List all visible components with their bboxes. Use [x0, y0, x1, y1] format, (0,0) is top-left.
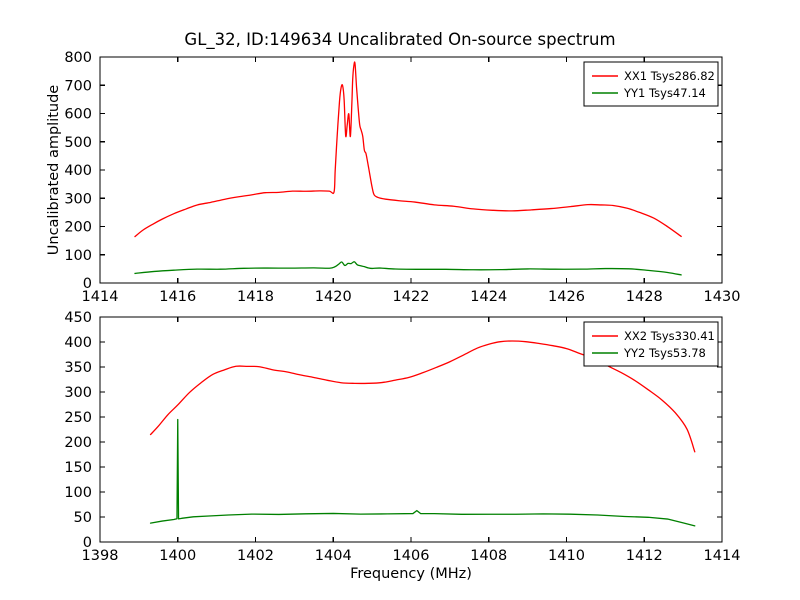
bottom-xtick-1404: 1404: [315, 548, 352, 564]
bottom-ytick-200: 200: [64, 435, 92, 451]
top-legend-label-0: XX1 Tsys286.82: [624, 69, 715, 83]
top-trace-xx: [134, 61, 682, 238]
bottom-ytick-250: 250: [64, 410, 92, 426]
bottom-xtick-1400: 1400: [159, 548, 196, 564]
top-y-axis-label: Uncalibrated amplitude: [46, 85, 62, 256]
top-xtick-1424: 1424: [470, 289, 507, 305]
top-ytick-800: 800: [64, 50, 92, 66]
top-legend[interactable]: XX1 Tsys286.82 YY1 Tsys47.14: [583, 61, 719, 107]
top-panel: 1414 1416 1418 1420 1422 1424 1426 1428 1430 0 100…: [46, 50, 740, 305]
bottom-xtick-1408: 1408: [470, 548, 507, 564]
top-ytick-700: 700: [64, 78, 92, 94]
top-xtick-1422: 1422: [393, 289, 430, 305]
top-xtick-1428: 1428: [626, 289, 663, 305]
bottom-x-axis-label: Frequency (MHz): [350, 566, 472, 582]
top-xtick-1420: 1420: [315, 289, 352, 305]
bottom-ytick-100: 100: [64, 485, 92, 501]
top-xtick-1426: 1426: [548, 289, 585, 305]
top-ytick-400: 400: [64, 163, 92, 179]
bottom-xtick-1402: 1402: [237, 548, 274, 564]
bottom-panel: 1398 1400 1402 1404 1406 1408 1410 1412 1414 0 50 1…: [64, 310, 740, 582]
bottom-ytick-450: 450: [64, 310, 92, 326]
top-legend-box: [583, 61, 719, 107]
top-ytick-200: 200: [64, 220, 92, 236]
top-ytick-100: 100: [64, 248, 92, 264]
top-legend-label-1: YY1 Tsys47.14: [623, 86, 706, 100]
bottom-legend-label-0: XX2 Tsys330.41: [624, 329, 715, 343]
figure-title: GL_32, ID:149634 Uncalibrated On-source …: [184, 30, 616, 49]
bottom-ytick-300: 300: [64, 385, 92, 401]
top-ytick-500: 500: [64, 135, 92, 151]
bottom-ytick-50: 50: [74, 510, 92, 526]
bottom-trace-yy: [149, 418, 696, 527]
top-xtick-1430: 1430: [704, 289, 741, 305]
bottom-ytick-0: 0: [83, 535, 92, 551]
bottom-legend[interactable]: XX2 Tsys330.41 YY2 Tsys53.78: [583, 321, 719, 367]
bottom-legend-box: [583, 321, 719, 367]
bottom-legend-label-1: YY2 Tsys53.78: [623, 346, 706, 360]
bottom-xtick-1412: 1412: [626, 548, 663, 564]
bottom-xtick-1414: 1414: [704, 548, 741, 564]
bottom-xtick-1410: 1410: [548, 548, 585, 564]
top-xtick-1416: 1416: [159, 289, 196, 305]
top-ytick-600: 600: [64, 107, 92, 123]
top-xtick-1418: 1418: [237, 289, 274, 305]
bottom-ytick-350: 350: [64, 360, 92, 376]
top-trace-yy: [134, 261, 682, 276]
bottom-xtick-1406: 1406: [393, 548, 430, 564]
bottom-ytick-400: 400: [64, 335, 92, 351]
bottom-xtick-1398: 1398: [82, 548, 119, 564]
top-xtick-1414: 1414: [82, 289, 119, 305]
top-ytick-300: 300: [64, 191, 92, 207]
bottom-ytick-150: 150: [64, 460, 92, 476]
top-ytick-0: 0: [83, 276, 92, 292]
